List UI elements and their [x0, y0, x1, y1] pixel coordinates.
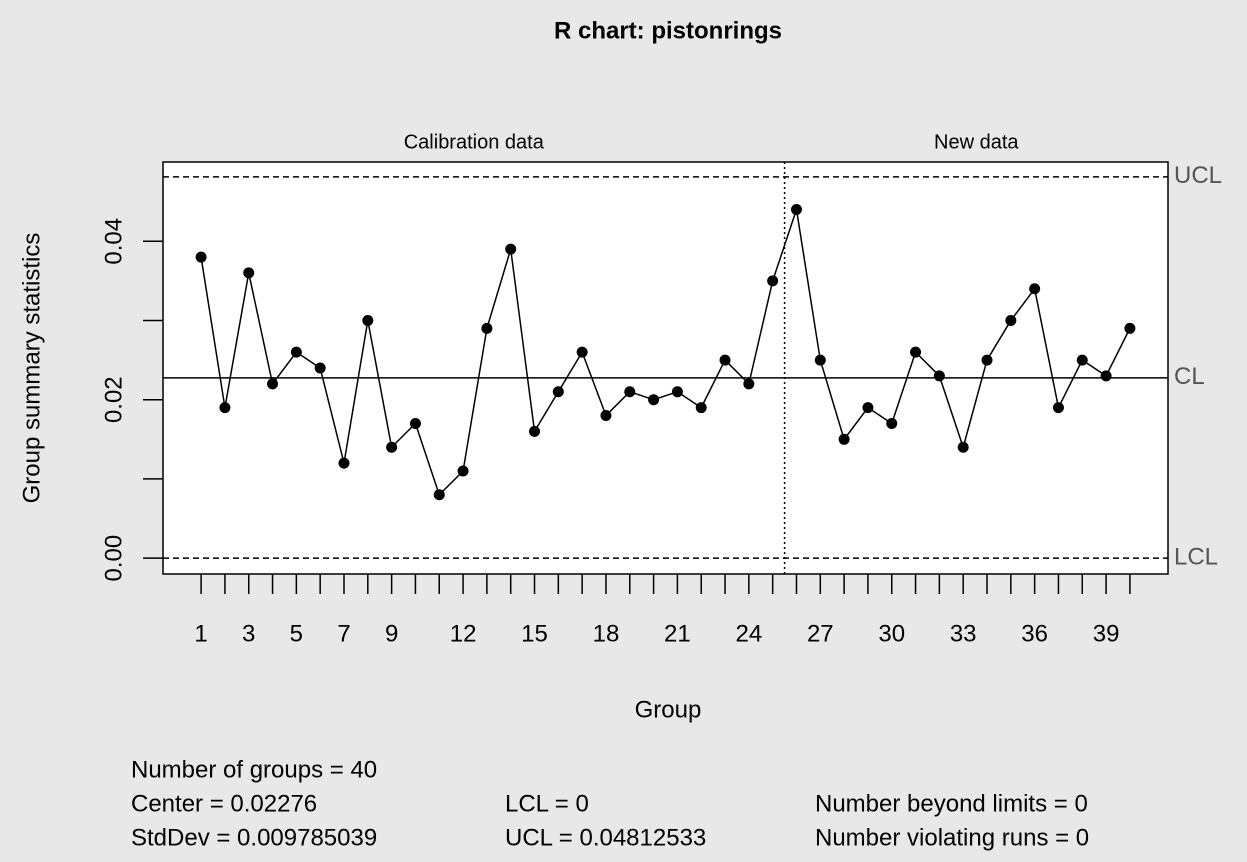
- data-point: [957, 441, 969, 453]
- x-tick-label: 30: [878, 620, 905, 647]
- data-point: [981, 354, 993, 366]
- x-tick-label: 27: [807, 620, 834, 647]
- x-tick-label: 18: [593, 620, 620, 647]
- data-point: [838, 433, 850, 445]
- x-tick-label: 12: [450, 620, 477, 647]
- x-tick-label: 5: [290, 620, 303, 647]
- data-point: [219, 402, 231, 414]
- section-label: Calibration data: [404, 131, 545, 153]
- limit-label: CL: [1174, 363, 1205, 390]
- data-point: [195, 251, 207, 263]
- y-axis-label: Group summary statistics: [18, 233, 45, 504]
- section-label: New data: [934, 131, 1019, 153]
- y-tick-label: 0.00: [100, 535, 127, 582]
- data-point: [386, 441, 398, 453]
- data-point: [1029, 283, 1041, 295]
- data-point: [1124, 322, 1136, 334]
- x-tick-label: 7: [337, 620, 350, 647]
- series-line: [200, 209, 1131, 497]
- data-point: [362, 314, 374, 326]
- data-point: [671, 386, 683, 398]
- plot-area: [162, 161, 1169, 575]
- stats-text: StdDev = 0.009785039: [131, 824, 377, 851]
- data-point: [790, 204, 802, 216]
- stats-text: Number of groups = 40: [131, 756, 377, 783]
- data-point: [862, 402, 874, 414]
- limit-label: UCL: [1174, 162, 1222, 189]
- data-point: [600, 410, 612, 422]
- data-point: [648, 394, 660, 406]
- x-tick-label: 36: [1021, 620, 1048, 647]
- data-point: [624, 386, 636, 398]
- x-tick-label: 39: [1093, 620, 1120, 647]
- x-tick-label: 15: [521, 620, 548, 647]
- data-point: [1076, 354, 1088, 366]
- data-point: [529, 425, 541, 437]
- data-point: [576, 346, 588, 358]
- data-point: [290, 346, 302, 358]
- data-point: [457, 465, 469, 477]
- data-point: [910, 346, 922, 358]
- data-point: [433, 489, 445, 501]
- data-point: [743, 378, 755, 390]
- data-point: [933, 370, 945, 382]
- stats-text: LCL = 0: [505, 790, 589, 817]
- data-point: [1005, 314, 1017, 326]
- data-point: [1100, 370, 1112, 382]
- stats-text: Number violating runs = 0: [815, 824, 1089, 851]
- limit-label: LCL: [1174, 543, 1218, 570]
- x-tick-label: 1: [194, 620, 207, 647]
- x-tick-label: 9: [385, 620, 398, 647]
- y-tick-label: 0.04: [100, 218, 127, 265]
- y-tick-label: 0.02: [100, 376, 127, 423]
- x-tick-label: 24: [736, 620, 763, 647]
- data-point: [338, 457, 350, 469]
- stats-text: UCL = 0.04812533: [505, 824, 706, 851]
- data-point: [505, 243, 517, 255]
- data-point: [314, 362, 326, 374]
- data-point: [719, 354, 731, 366]
- x-axis-label: Group: [635, 696, 702, 723]
- data-point: [552, 386, 564, 398]
- chart-title: R chart: pistonrings: [554, 17, 782, 44]
- data-point: [886, 417, 898, 429]
- data-point: [267, 378, 279, 390]
- stats-text: Number beyond limits = 0: [815, 790, 1088, 817]
- x-tick-label: 3: [242, 620, 255, 647]
- data-point: [243, 267, 255, 279]
- data-point: [1052, 402, 1064, 414]
- data-point: [481, 322, 493, 334]
- x-tick-label: 33: [950, 620, 977, 647]
- data-point: [695, 402, 707, 414]
- x-tick-label: 21: [664, 620, 691, 647]
- data-point: [767, 275, 779, 287]
- data-point: [814, 354, 826, 366]
- stats-text: Center = 0.02276: [131, 790, 317, 817]
- data-point: [409, 417, 421, 429]
